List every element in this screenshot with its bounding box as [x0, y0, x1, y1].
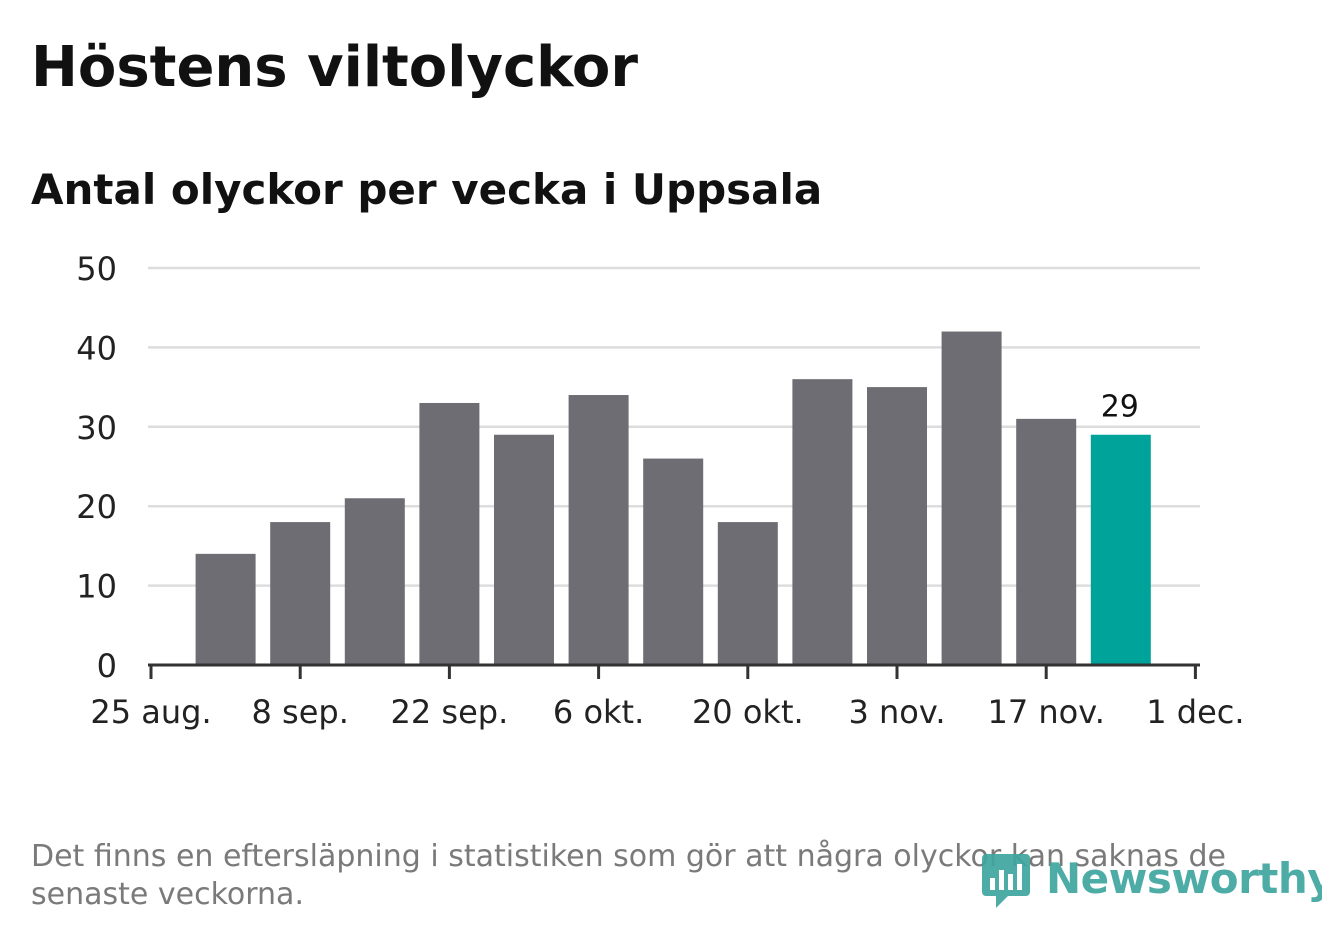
bar-v38	[344, 498, 405, 665]
bar-v46	[941, 331, 1002, 665]
x-tick-label-0: 25 aug.	[90, 693, 211, 731]
y-tick-label-50: 50	[76, 250, 117, 288]
highlight-value-label: 29	[1101, 390, 1139, 425]
bar-v41	[568, 395, 629, 665]
bar-chart: 0 10 20 30 40 50 25 aug. 8 sep. 22 sep. 6 okt. 20…	[76, 250, 1245, 731]
x-tick-label-3: 6 okt.	[553, 693, 644, 731]
bar-v39	[419, 402, 480, 665]
logo-text: Newsworthy	[1046, 854, 1322, 903]
chart-title: Höstens viltolyckor	[31, 35, 638, 100]
x-tick-label-1: 8 sep.	[252, 693, 349, 731]
bar-v43	[717, 522, 778, 665]
bar-v40	[494, 434, 554, 665]
newsworthy-logo: Newsworthy	[980, 846, 1322, 912]
y-axis-ticks: 0 10 20 30 40 50	[76, 250, 117, 685]
y-tick-label-40: 40	[76, 329, 117, 367]
bar-v44	[792, 379, 853, 665]
x-tick-label-7: 1 dec.	[1146, 693, 1244, 731]
x-tick-label-6: 17 nov.	[988, 693, 1105, 731]
newsworthy-chat-bars-icon	[982, 854, 1030, 908]
data-labels: 29	[1101, 390, 1139, 425]
bar-v36	[195, 553, 256, 665]
y-tick-label-30: 30	[76, 409, 117, 447]
bar-v45	[867, 387, 927, 665]
y-tick-label-0: 0	[97, 647, 117, 685]
bar-v42	[643, 458, 704, 665]
bar-v48-highlight	[1090, 434, 1151, 665]
y-tick-label-10: 10	[76, 568, 117, 606]
bar-v47	[1016, 418, 1077, 665]
chart-subtitle: Antal olyckor per vecka i Uppsala	[31, 165, 823, 214]
bar-v37	[270, 522, 331, 665]
y-tick-label-20: 20	[76, 488, 117, 526]
bars	[195, 331, 1151, 665]
x-tick-label-5: 3 nov.	[848, 693, 945, 731]
x-tick-label-2: 22 sep.	[391, 693, 509, 731]
x-axis-ticks: 25 aug. 8 sep. 22 sep. 6 okt. 20 okt. 3 nov. 1…	[90, 665, 1245, 731]
x-tick-label-4: 20 okt.	[692, 693, 804, 731]
